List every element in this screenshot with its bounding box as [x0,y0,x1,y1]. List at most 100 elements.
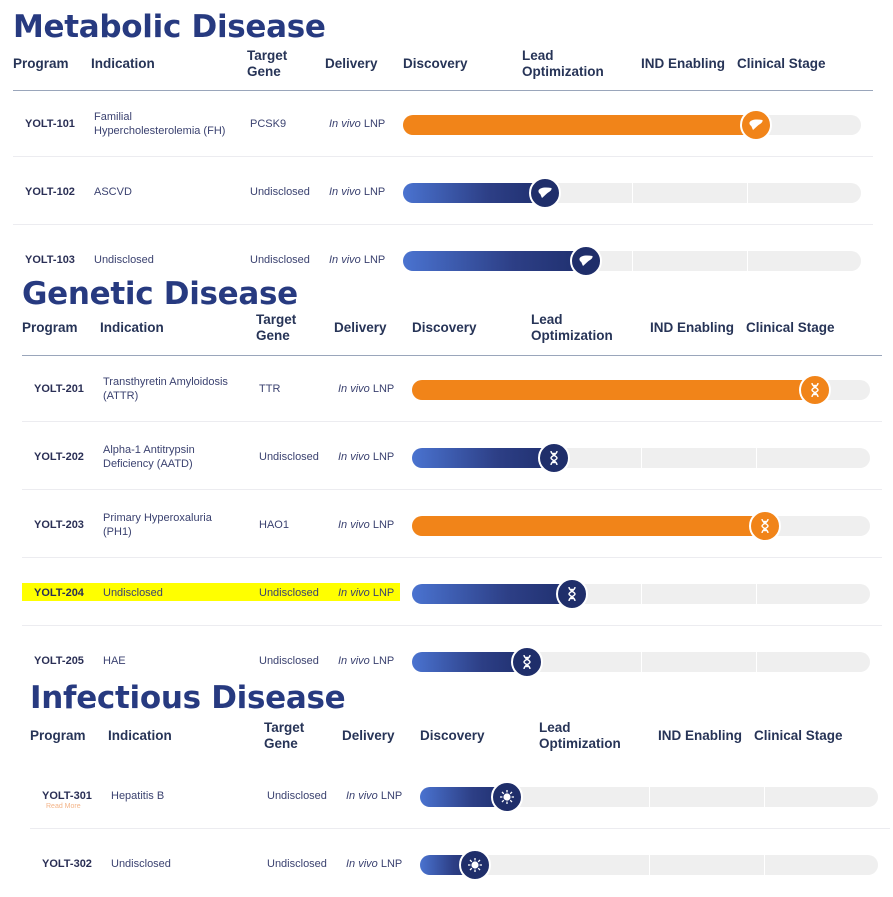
indication: Hepatitis B [111,789,164,803]
progress-marker[interactable] [491,781,523,813]
progress-marker[interactable] [749,510,781,542]
program-id[interactable]: YOLT-202 [34,451,84,463]
table-row[interactable]: YOLT-102 ASCVD Undisclosed In vivo LNP [13,159,873,225]
progress-fill [412,516,765,536]
read-more-link[interactable]: Read More [46,803,81,810]
progress-track [412,374,870,406]
header-clinical-stage: Clinical Stage [754,728,843,743]
dna-icon [519,654,535,670]
progress-marker[interactable] [556,578,588,610]
header-target: Target Gene [247,48,287,80]
delivery: In vivo LNP [346,789,402,803]
indication-line1: HAE [103,655,126,667]
progress-marker[interactable] [529,177,561,209]
indication-line1: Undisclosed [111,858,171,870]
delivery-vehicle: LNP [372,519,395,531]
delivery: In vivo LNP [329,253,385,267]
table-row[interactable]: YOLT-302 Undisclosed Undisclosed In vivo LN… [30,831,890,897]
virus-icon [499,789,515,805]
progress-track [403,245,861,277]
section-title: Genetic Disease [22,276,298,312]
target-gene: Undisclosed [267,858,327,870]
row-divider [13,224,873,225]
progress-track [420,849,878,881]
delivery: In vivo LNP [338,518,394,532]
progress-fill [420,787,507,807]
delivery-method: In vivo [338,587,370,599]
progress-track [412,510,870,542]
table-row[interactable]: YOLT-301 Read More Hepatitis B Undisclosed I… [30,763,890,829]
progress-fill [403,251,586,271]
row-divider [22,421,882,422]
delivery-method: In vivo [338,383,370,395]
table-row[interactable]: YOLT-101 Familial Hypercholesterolemia (FH… [13,91,873,157]
indication-line1: Familial [94,111,132,123]
header-indication: Indication [100,320,164,335]
row-divider [22,625,882,626]
delivery: In vivo LNP [338,654,394,668]
program-id[interactable]: YOLT-201 [34,383,84,395]
target-gene: TTR [259,383,281,395]
header-ind-enabling: IND Enabling [641,56,725,71]
progress-marker[interactable] [511,646,543,678]
program-id[interactable]: YOLT-203 [34,519,84,531]
header-lead-line1: Lead [522,48,554,63]
indication-line2: (PH1) [103,526,132,538]
stage-divider [641,584,642,604]
dna-icon [807,382,823,398]
stage-divider [747,183,748,203]
delivery-vehicle: LNP [380,790,403,802]
delivery: In vivo LNP [346,857,402,871]
progress-marker[interactable] [799,374,831,406]
progress-marker[interactable] [459,849,491,881]
delivery-method: In vivo [346,858,378,870]
stage-divider [641,652,642,672]
row-highlight [22,583,400,601]
header-target: Target Gene [264,720,304,752]
header-lead: Lead Optimization [522,48,604,80]
indication-line2: Hypercholesterolemia (FH) [94,125,226,137]
program-id[interactable]: YOLT-101 [25,118,75,130]
indication-line1: Alpha-1 Antitrypsin [103,444,195,456]
program-id[interactable]: YOLT-301 [42,790,92,802]
row-divider [13,156,873,157]
liver-icon [537,185,553,201]
header-program: Program [22,320,78,335]
target-gene: Undisclosed [250,186,310,198]
program-id[interactable]: YOLT-103 [25,254,75,266]
indication-line1: Undisclosed [94,254,154,266]
row-divider [22,557,882,558]
program-id[interactable]: YOLT-302 [42,858,92,870]
stage-divider [641,448,642,468]
stage-divider [632,251,633,271]
delivery: In vivo LNP [329,117,385,131]
header-target-line1: Target [264,720,305,735]
progress-marker[interactable] [570,245,602,277]
delivery-method: In vivo [346,790,378,802]
table-row[interactable]: YOLT-203 Primary Hyperoxaluria (PH1) HAO1 In… [22,492,882,558]
row-divider [22,489,882,490]
table-row[interactable]: YOLT-205 HAE Undisclosed In vivo LNP [22,628,882,694]
target-gene: Undisclosed [250,254,310,266]
program-id[interactable]: YOLT-205 [34,655,84,667]
header-indication: Indication [91,56,155,71]
header-lead-line1: Lead [539,720,571,735]
header-clinical-stage: Clinical Stage [737,56,826,71]
table-row[interactable]: YOLT-202 Alpha-1 Antitrypsin Deficiency (A… [22,424,882,490]
stage-divider [756,652,757,672]
delivery-method: In vivo [338,519,370,531]
indication-line2: (ATTR) [103,390,139,402]
progress-marker[interactable] [538,442,570,474]
program-id[interactable]: YOLT-204 [34,587,84,599]
table-row[interactable]: YOLT-201 Transthyretin Amyloidosis (ATTR) T… [22,356,882,422]
table-row[interactable]: YOLT-204 Undisclosed Undisclosed In vivo LN… [22,560,882,626]
stage-divider [764,855,765,875]
header-delivery: Delivery [342,728,395,743]
indication-line1: Undisclosed [103,587,163,599]
header-discovery: Discovery [403,56,468,71]
progress-marker[interactable] [740,109,772,141]
indication: Undisclosed [94,253,154,267]
table-row[interactable]: YOLT-103 Undisclosed Undisclosed In vivo LN… [13,227,873,293]
target-gene: Undisclosed [267,790,327,802]
program-id[interactable]: YOLT-102 [25,186,75,198]
